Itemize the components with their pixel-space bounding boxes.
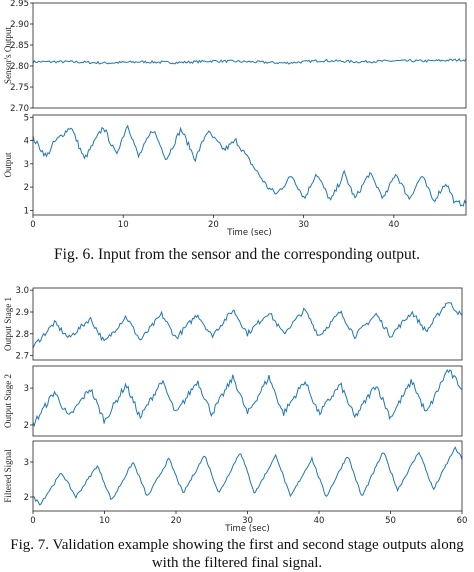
figure-7-caption: Fig. 7. Validation example showing the f… xyxy=(0,536,474,572)
y-tick-label: 3 xyxy=(24,160,29,170)
plot-frame xyxy=(32,365,463,437)
y-tick-label: 5 xyxy=(24,113,29,123)
y-tick-label: 1 xyxy=(24,206,29,216)
y-tick-label: 2 xyxy=(24,421,29,431)
y-tick-label: 4 xyxy=(24,137,29,147)
figure-6-caption-text: Fig. 6. Input from the sensor and the co… xyxy=(54,246,420,263)
y-tick-label: 2 xyxy=(24,493,29,503)
x-tick-label: 60 xyxy=(457,516,468,526)
x-tick-label: 10 xyxy=(99,516,110,526)
y-tick-label: 3 xyxy=(24,384,29,394)
y-axis-label: Filtered Signal xyxy=(3,449,13,503)
x-axis-label: Time (sec) xyxy=(224,524,269,534)
plot-frame xyxy=(32,287,463,361)
x-tick-label: 10 xyxy=(118,220,129,230)
x-tick-label: 20 xyxy=(171,516,182,526)
y-axis-label: Output Stage 2 xyxy=(3,374,13,428)
x-axis-label: Time (sec) xyxy=(226,228,271,238)
series-line xyxy=(32,446,463,506)
y-tick-label: 2.70 xyxy=(10,104,29,114)
y-axis-label: Output xyxy=(3,152,13,178)
y-tick-label: 3.0 xyxy=(15,286,29,296)
series-line xyxy=(32,58,467,65)
y-tick-label: 2.7 xyxy=(15,352,29,362)
series-line xyxy=(32,368,463,428)
y-axis-label: Output Stage 1 xyxy=(3,297,13,351)
x-tick-label: 50 xyxy=(385,516,396,526)
figure-7-caption-line2: with the filtered final signal. xyxy=(151,555,323,571)
plot-frame xyxy=(32,440,463,512)
x-tick-label: 30 xyxy=(242,516,253,526)
y-tick-label: 2.75 xyxy=(10,83,29,93)
y-tick-label: 2.8 xyxy=(15,330,29,340)
figure-7-caption-line1: Fig. 7. Validation example showing the f… xyxy=(10,537,464,553)
plot-frame xyxy=(32,2,467,109)
series-line xyxy=(32,124,467,207)
y-tick-label: 2.90 xyxy=(10,20,29,30)
series-line xyxy=(32,302,463,349)
y-tick-label: 3 xyxy=(24,458,29,468)
y-tick-label: 2.95 xyxy=(10,0,29,9)
x-tick-label: 0 xyxy=(30,516,35,526)
plot-frame xyxy=(32,114,467,216)
y-tick-label: 2.85 xyxy=(10,41,29,51)
x-tick-label: 40 xyxy=(314,516,325,526)
y-tick-label: 2 xyxy=(24,183,29,193)
y-tick-label: 2.9 xyxy=(15,308,29,318)
y-tick-label: 2.80 xyxy=(10,62,29,72)
y-axis-label: Sensor's Output xyxy=(3,27,13,84)
figure-6-caption: Fig. 6. Input from the sensor and the co… xyxy=(0,245,474,265)
x-tick-label: 30 xyxy=(298,220,309,230)
x-tick-label: 0 xyxy=(30,220,35,230)
x-tick-label: 20 xyxy=(208,220,219,230)
x-tick-label: 40 xyxy=(388,220,399,230)
